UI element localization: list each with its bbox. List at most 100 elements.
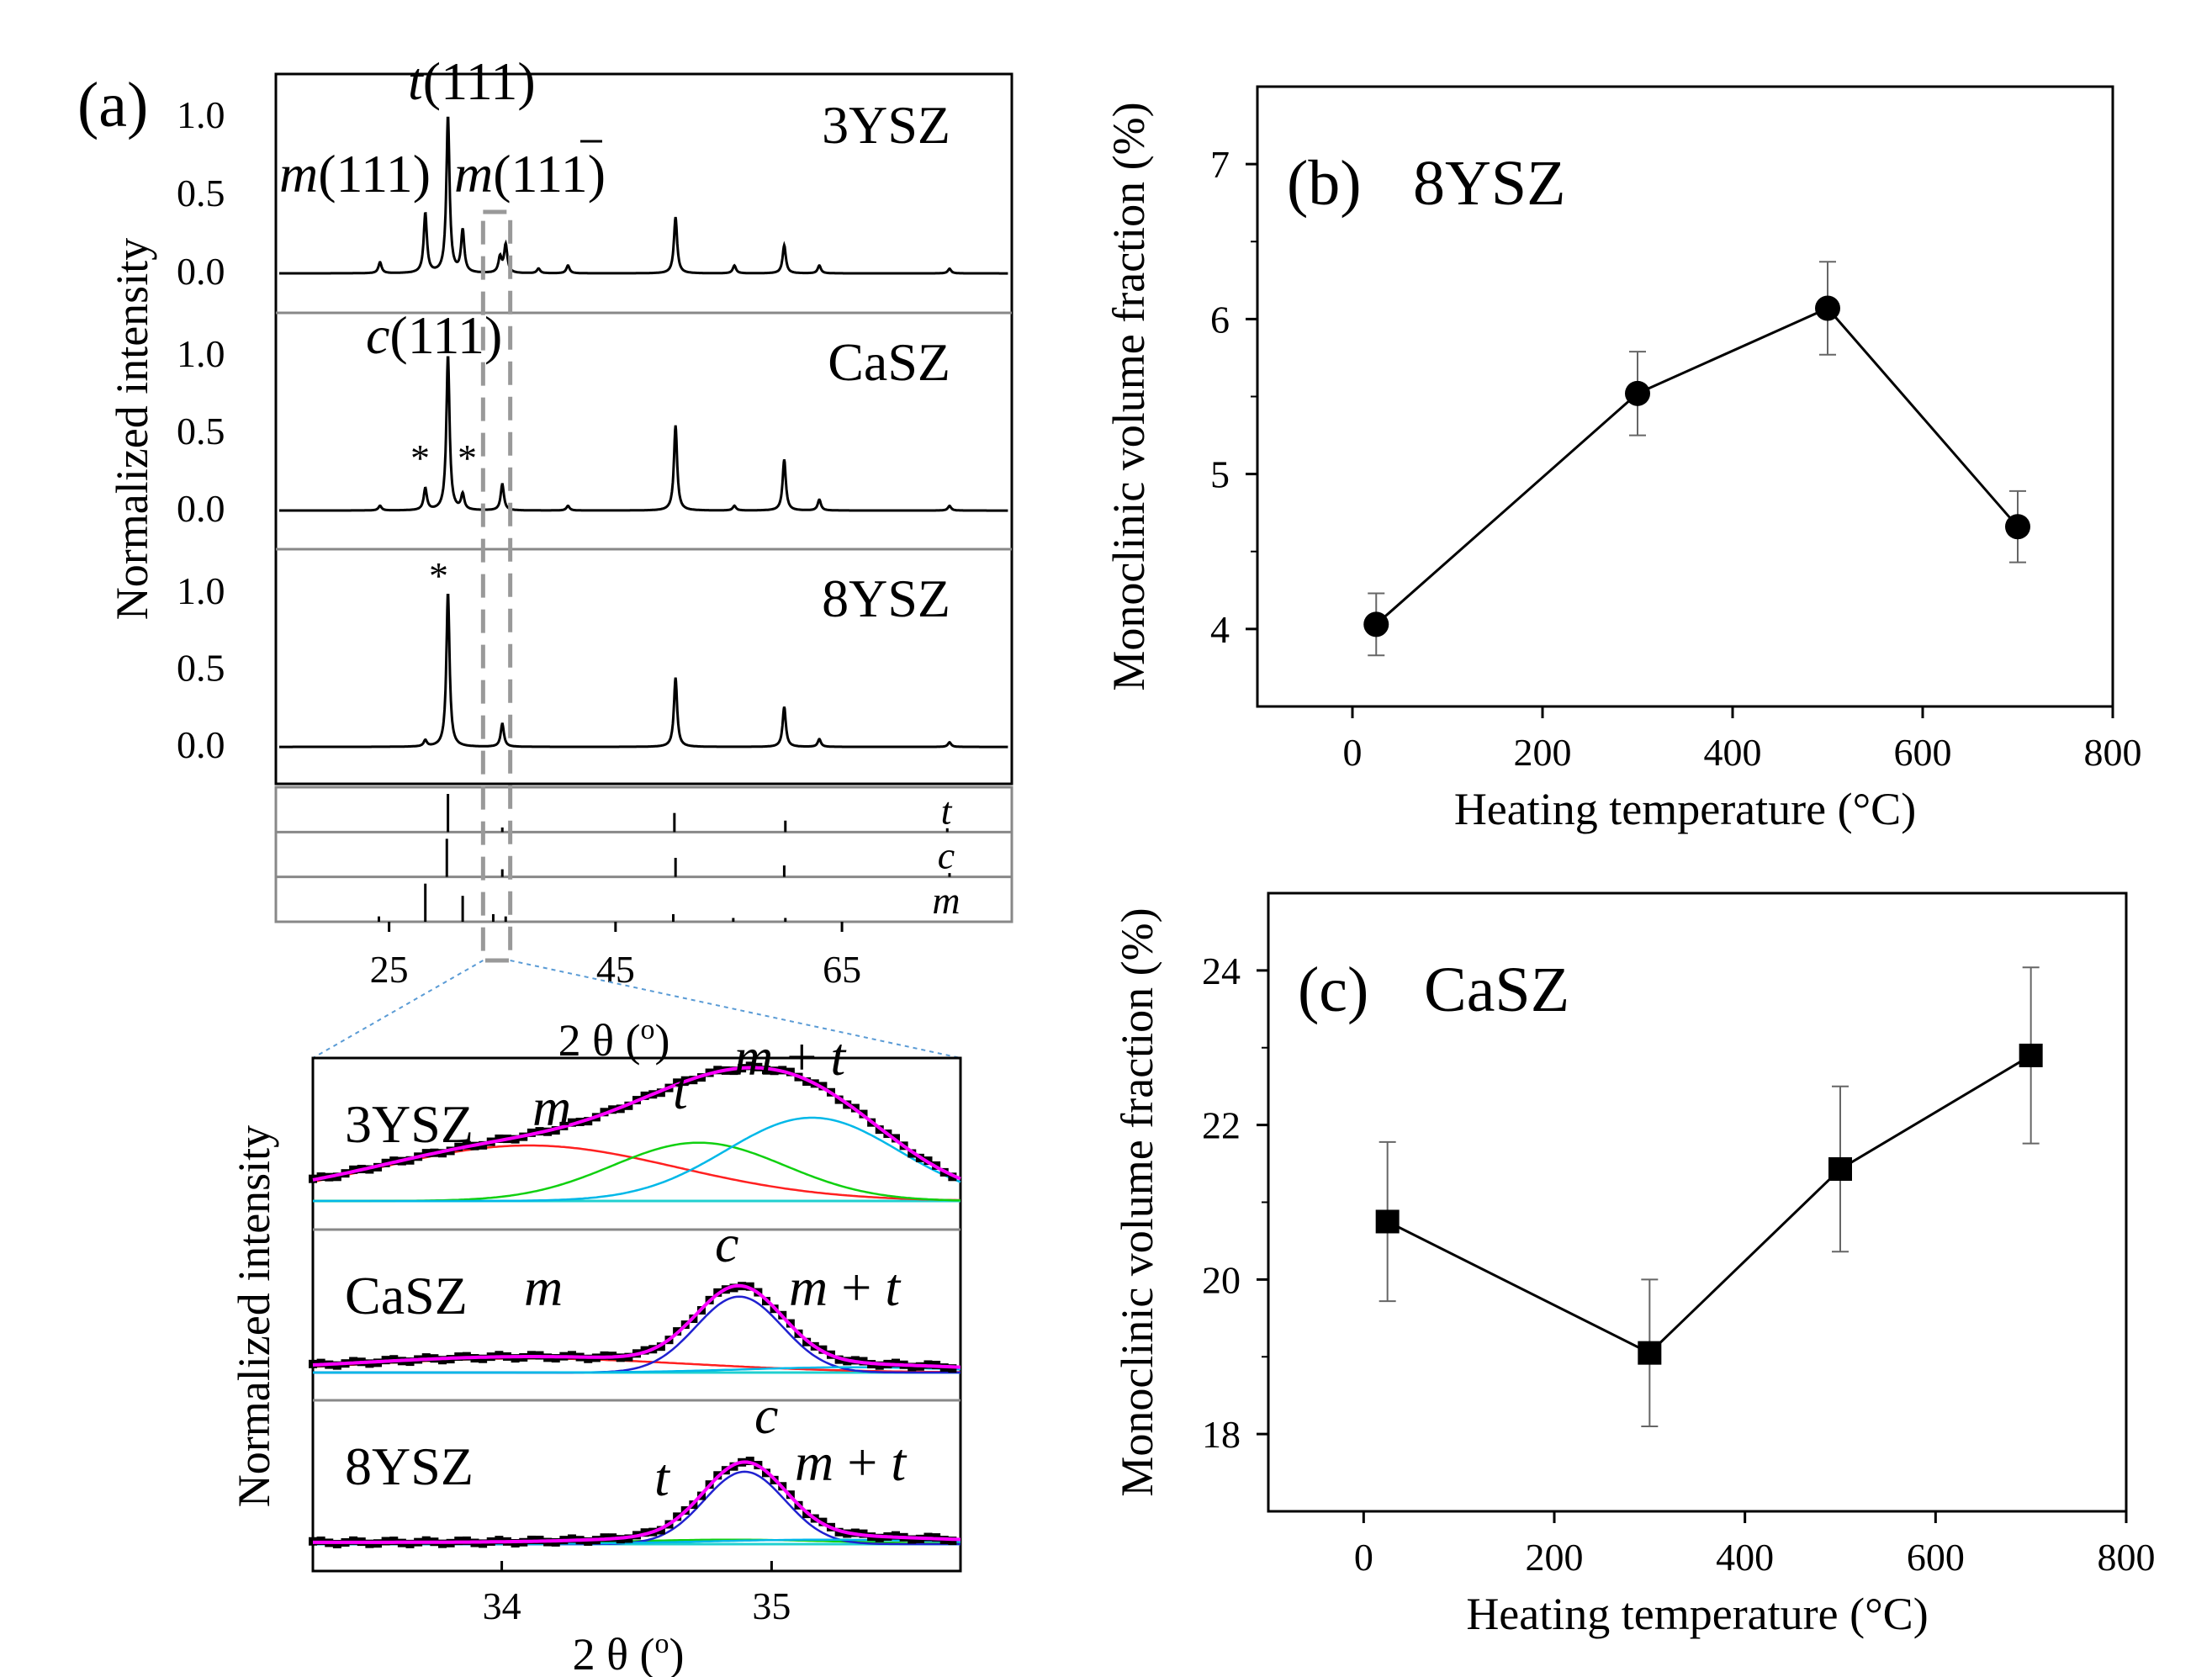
x-tick-label: 34 bbox=[483, 1584, 521, 1627]
asterisk-marker: * bbox=[410, 436, 430, 479]
data-point bbox=[332, 1361, 341, 1370]
data-point bbox=[405, 1539, 415, 1548]
x-tick-label: 600 bbox=[1907, 1536, 1965, 1579]
data-point bbox=[875, 1361, 884, 1370]
plot-frame bbox=[1267, 891, 2128, 1513]
data-point bbox=[584, 1117, 593, 1126]
y-tick-label: 18 bbox=[1202, 1413, 1241, 1456]
plot-frame bbox=[1256, 85, 2114, 708]
y-tick-label: 20 bbox=[1202, 1258, 1241, 1301]
data-point bbox=[568, 1351, 576, 1360]
reference-pattern-label: m bbox=[932, 879, 960, 922]
data-point bbox=[584, 1537, 593, 1546]
sample-label: 3YSZ bbox=[822, 95, 950, 155]
data-point bbox=[1625, 380, 1650, 406]
x-tick-label: 400 bbox=[1704, 731, 1762, 774]
inset-phase-label: m + t bbox=[795, 1432, 908, 1492]
reference-frame bbox=[274, 786, 1013, 923]
data-point bbox=[405, 1156, 415, 1165]
data-point bbox=[1815, 295, 1840, 321]
panel-a-xrd-patterns: (a) 1.0 0.5 0.0 3YSZ 1.0 0.5 0.0 CaSZ 1.0 0.5 0.0 8Y… bbox=[77, 51, 1013, 1066]
x-tick-label: 800 bbox=[2084, 731, 2142, 774]
x-tick-label: 0 bbox=[1354, 1536, 1373, 1579]
data-point bbox=[892, 1358, 900, 1368]
fit-component-mt bbox=[313, 1116, 961, 1203]
y-tick-label: 0.0 bbox=[177, 250, 225, 293]
panel-b-8ysz-plot: 0 200 400 600 800 4 5 6 7 Heating temperature (°C… bbox=[1103, 85, 2142, 834]
data-point bbox=[405, 1357, 415, 1367]
data-point bbox=[421, 1353, 431, 1362]
sample-label: 8YSZ bbox=[822, 569, 950, 628]
y-axis-label: Monoclinic volume fraction (%) bbox=[1112, 907, 1162, 1496]
zoom-window-box bbox=[480, 209, 513, 963]
data-point bbox=[745, 1457, 754, 1466]
data-point bbox=[908, 1362, 917, 1372]
y-tick-label: 5 bbox=[1210, 453, 1230, 496]
peak-label-m111: m(111) bbox=[279, 144, 431, 204]
x-tick-label: 200 bbox=[1526, 1536, 1584, 1579]
x-tick-label: 200 bbox=[1514, 731, 1572, 774]
x-tick-label: 45 bbox=[596, 948, 635, 991]
data-point bbox=[568, 1534, 576, 1543]
y-axis-label: Normalized intensity bbox=[107, 238, 157, 620]
x-tick-label: 65 bbox=[823, 948, 861, 991]
fit-component-mt bbox=[313, 1366, 961, 1374]
data-point bbox=[495, 1351, 504, 1360]
data-point bbox=[584, 1354, 593, 1363]
y-tick-label: 0.0 bbox=[177, 723, 225, 766]
data-point bbox=[495, 1536, 504, 1545]
panel-label: (b) bbox=[1287, 148, 1362, 219]
x-tick-label: 25 bbox=[370, 948, 409, 991]
asterisk-marker: * bbox=[458, 436, 477, 479]
inset-phase-label: t bbox=[654, 1447, 671, 1507]
panel-a-label: (a) bbox=[77, 70, 148, 140]
y-tick-label: 1.0 bbox=[177, 93, 225, 136]
data-point bbox=[729, 1066, 738, 1076]
y-tick-label: 6 bbox=[1210, 298, 1230, 341]
x-tick-label: 800 bbox=[2098, 1536, 2156, 1579]
data-point bbox=[479, 1354, 488, 1363]
data-point bbox=[1828, 1156, 1852, 1181]
sample-label: CaSZ bbox=[828, 332, 950, 392]
y-tick-label: 0.5 bbox=[177, 410, 225, 452]
y-axis-label: Normalized intensity bbox=[229, 1125, 279, 1507]
panel-label: (c) bbox=[1298, 955, 1368, 1025]
data-point bbox=[421, 1149, 431, 1158]
y-tick-label: 1.0 bbox=[177, 332, 225, 375]
data-point bbox=[2005, 514, 2030, 540]
y-tick-label: 7 bbox=[1210, 143, 1230, 186]
x-axis-label: Heating temperature (°C) bbox=[1454, 784, 1916, 834]
xrd-pattern-line bbox=[279, 116, 1008, 275]
data-point bbox=[568, 1118, 576, 1127]
data-point bbox=[729, 1283, 738, 1293]
y-tick-label: 0.5 bbox=[177, 647, 225, 690]
inset-phase-label: m bbox=[532, 1077, 571, 1137]
peak-label-m11-1: m(111) bbox=[454, 144, 606, 204]
inset-phase-label: t bbox=[673, 1061, 690, 1120]
data-point bbox=[332, 1539, 341, 1548]
data-series-line bbox=[1387, 1054, 2032, 1355]
zoom-connector-line bbox=[312, 960, 484, 1059]
data-point bbox=[479, 1539, 488, 1548]
peak-label-t111: t(111) bbox=[408, 51, 536, 111]
y-tick-label: 22 bbox=[1202, 1104, 1241, 1147]
y-tick-label: 1.0 bbox=[177, 569, 225, 612]
fit-total-curve bbox=[313, 1460, 961, 1544]
panel-a-frame bbox=[274, 72, 1013, 786]
asterisk-marker: * bbox=[429, 554, 448, 597]
inset-frame bbox=[311, 1056, 962, 1573]
data-point bbox=[495, 1134, 504, 1143]
x-tick-label: 0 bbox=[1343, 731, 1363, 774]
y-tick-label: 0.5 bbox=[177, 172, 225, 214]
inset-sample-label: CaSZ bbox=[345, 1266, 468, 1325]
data-point bbox=[1363, 611, 1389, 637]
data-point bbox=[421, 1536, 431, 1545]
inset-sample-label: 3YSZ bbox=[345, 1094, 474, 1154]
data-point bbox=[2019, 1043, 2043, 1067]
data-point bbox=[511, 1539, 520, 1548]
x-tick-label: 400 bbox=[1716, 1536, 1774, 1579]
fit-total-curve bbox=[312, 1066, 961, 1182]
data-point bbox=[1638, 1341, 1662, 1365]
xrd-pattern-line bbox=[279, 594, 1008, 749]
panel-title: CaSZ bbox=[1424, 955, 1569, 1025]
